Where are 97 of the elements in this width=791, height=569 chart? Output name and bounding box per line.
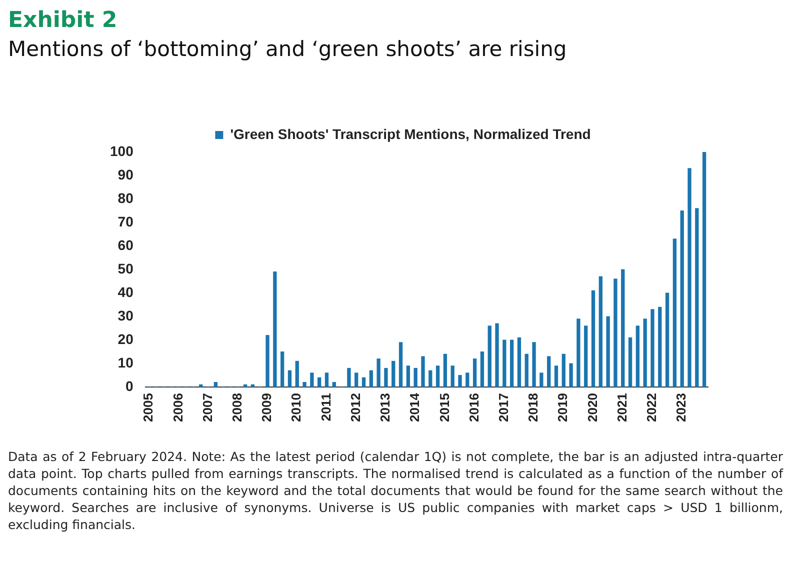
x-tick-label: 2005 xyxy=(140,393,156,422)
bar xyxy=(658,306,662,388)
x-tick-label: 2010 xyxy=(288,393,304,422)
bar xyxy=(517,337,522,388)
bar xyxy=(606,316,610,388)
x-tick-label: 2009 xyxy=(259,393,274,422)
bar xyxy=(288,370,292,388)
bar xyxy=(598,276,602,388)
bar xyxy=(695,208,699,388)
bar xyxy=(665,292,670,388)
bar xyxy=(495,323,499,388)
bar xyxy=(466,372,470,388)
bar xyxy=(398,342,403,388)
x-tick-label: 2011 xyxy=(318,393,334,422)
x-tick-label: 2012 xyxy=(348,393,363,422)
x-tick-label: 2007 xyxy=(200,393,215,422)
bar xyxy=(480,351,484,388)
text: Data as of 2 February 2024. Note: As the latest period (calendar 1Q) is not complete, the bar is an adjusted intra-quarter data point. Top charts pulled from earnings transcripts. The normalised trend is calculated as a function of the number of documents containing hits on the keyword and the total documents that would be found for the same search without the keyword. Searches are inclusive of synonyms. Universe is US public companies with market caps > USD 1 billionm, excluding financials. xyxy=(8,448,783,533)
bar xyxy=(702,152,706,388)
bar xyxy=(576,318,580,388)
bar xyxy=(414,368,418,388)
chart-title: Exhibit 2 xyxy=(8,8,118,34)
bar xyxy=(643,318,647,388)
y-tick-label: 60 xyxy=(118,236,134,253)
bar xyxy=(532,342,536,388)
bar xyxy=(250,384,255,388)
bar xyxy=(569,363,573,388)
bar xyxy=(614,278,618,388)
y-tick-label: 30 xyxy=(118,307,134,324)
x-tick-label: 2006 xyxy=(170,393,186,422)
x-tick-label: 2019 xyxy=(555,393,570,422)
bar xyxy=(621,269,625,388)
bar xyxy=(324,372,329,388)
y-tick-label: 80 xyxy=(118,190,134,206)
bar xyxy=(458,374,462,388)
x-tick-label: 2017 xyxy=(496,393,511,422)
bar xyxy=(591,290,596,388)
bar xyxy=(318,377,322,388)
bar xyxy=(362,377,366,388)
bar xyxy=(628,337,632,388)
x-tick-label: 2023 xyxy=(674,393,689,422)
x-tick-label: 2020 xyxy=(584,393,600,422)
bar xyxy=(510,340,514,388)
bar xyxy=(354,372,358,388)
x-tick-label: 2015 xyxy=(436,393,452,422)
bar xyxy=(392,360,396,388)
y-tick-label: 10 xyxy=(118,354,134,370)
bar xyxy=(332,382,336,388)
y-tick-label: 20 xyxy=(118,330,134,347)
bar xyxy=(428,370,432,388)
x-tick-label: 2008 xyxy=(229,393,244,422)
y-tick-label: 40 xyxy=(118,284,134,300)
bar xyxy=(562,354,566,388)
bar xyxy=(280,351,284,388)
bar xyxy=(302,382,306,388)
x-tick-label: 2016 xyxy=(466,393,482,422)
bar xyxy=(369,370,373,388)
y-tick-label: 50 xyxy=(118,260,134,276)
bar xyxy=(199,384,203,388)
legend-label: 'Green Shoots' Transcript Mentions, Normalized Trend xyxy=(230,126,591,142)
bar xyxy=(443,354,448,388)
y-tick-label: 0 xyxy=(126,378,134,394)
bar xyxy=(524,354,528,388)
bar xyxy=(472,358,477,388)
bar xyxy=(650,309,654,388)
bar xyxy=(347,368,351,388)
chart-subtitle: Mentions of ‘bottoming’ and ‘green shoots’ are rising xyxy=(8,36,568,63)
bar xyxy=(688,168,692,388)
bar xyxy=(421,356,425,388)
bar xyxy=(547,356,551,388)
bar xyxy=(672,238,677,388)
bar xyxy=(310,372,314,388)
bar xyxy=(436,366,440,388)
y-tick-label: 90 xyxy=(118,166,134,182)
bar xyxy=(488,326,492,388)
y-tick-label: 100 xyxy=(110,142,134,159)
bar xyxy=(680,210,684,388)
bar xyxy=(214,382,218,388)
bar xyxy=(554,366,558,388)
y-tick-label: 70 xyxy=(118,213,134,230)
bar xyxy=(502,340,506,388)
x-tick-label: 2021 xyxy=(614,393,630,422)
bar xyxy=(295,360,299,388)
bar xyxy=(636,326,640,388)
x-tick-label: 2018 xyxy=(526,393,541,422)
bar xyxy=(406,366,410,388)
bar xyxy=(273,272,277,388)
bar xyxy=(243,384,248,388)
bar xyxy=(450,366,454,388)
bar xyxy=(584,326,588,388)
bar xyxy=(376,358,380,388)
x-tick-label: 2013 xyxy=(378,393,393,422)
x-tick-label: 2014 xyxy=(407,392,422,422)
bar xyxy=(266,335,270,388)
bar xyxy=(384,368,388,388)
bar xyxy=(540,372,544,388)
x-tick-label: 2022 xyxy=(644,393,660,422)
